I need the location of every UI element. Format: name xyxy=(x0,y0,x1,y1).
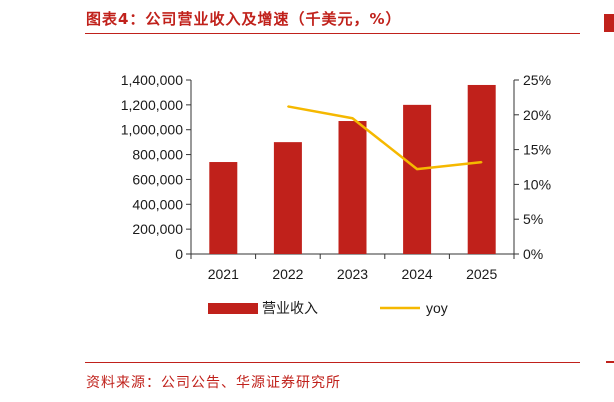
source-rule xyxy=(85,362,580,363)
x-tick-label: 2021 xyxy=(208,266,239,282)
yoy-point xyxy=(351,117,354,120)
left-tick-label: 1,400,000 xyxy=(121,72,183,88)
yoy-series-line xyxy=(287,105,482,171)
title-rule xyxy=(85,33,580,34)
left-tick-label: 400,000 xyxy=(132,196,183,212)
revenue-bar xyxy=(467,84,496,254)
left-tick-label: 1,200,000 xyxy=(121,97,183,113)
right-tick-label: 10% xyxy=(523,176,551,192)
source-note: 资料来源：公司公告、华源证券研究所 xyxy=(86,375,341,391)
right-tick-label: 15% xyxy=(523,142,551,158)
x-tick-label: 2023 xyxy=(337,266,368,282)
left-axis: 0 200,000 400,000 600,000 800,000 1,000,000 1,… xyxy=(121,72,192,262)
revenue-bar xyxy=(338,121,367,254)
x-tick-label: 2024 xyxy=(402,266,433,282)
figure-title: 图表4：公司营业收入及增速（千美元，%） xyxy=(86,10,402,28)
right-tick-label: 20% xyxy=(523,107,551,123)
edge-marker-bottom xyxy=(606,361,614,363)
revenue-bars xyxy=(209,84,496,254)
revenue-bar xyxy=(403,104,432,254)
edge-marker xyxy=(604,14,614,32)
left-tick-label: 0 xyxy=(175,246,183,262)
left-tick-label: 800,000 xyxy=(132,147,183,163)
x-axis: 2021 2022 2023 2024 2025 xyxy=(190,253,515,282)
yoy-point xyxy=(480,161,483,163)
left-tick-label: 1,000,000 xyxy=(121,122,183,138)
yoy-point xyxy=(416,168,418,170)
right-axis: 0% 5% 10% 15% 20% 25% xyxy=(513,72,551,262)
x-tick-label: 2025 xyxy=(466,266,497,282)
revenue-bar xyxy=(273,142,302,254)
legend-label-yoy: yoy xyxy=(426,300,448,316)
legend-label-revenue: 营业收入 xyxy=(262,300,318,316)
legend: 营业收入 yoy xyxy=(208,300,448,316)
yoy-line xyxy=(287,105,483,171)
revenue-chart: 0 200,000 400,000 600,000 800,000 1,000,000 1,… xyxy=(121,72,551,316)
right-tick-label: 25% xyxy=(523,72,551,88)
left-tick-label: 600,000 xyxy=(132,171,183,187)
right-tick-label: 5% xyxy=(523,211,543,227)
yoy-point xyxy=(287,105,289,108)
x-tick-label: 2022 xyxy=(272,266,303,282)
revenue-bar xyxy=(209,162,238,254)
legend-swatch-revenue xyxy=(208,303,258,314)
right-tick-label: 0% xyxy=(523,246,543,262)
left-tick-label: 200,000 xyxy=(132,221,183,237)
